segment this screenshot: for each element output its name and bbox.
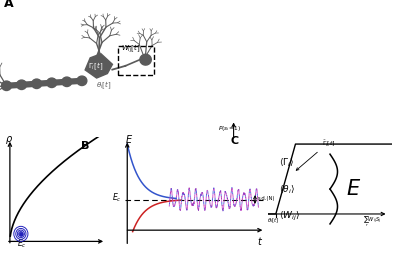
- Text: $\sum_r W_{ij}S_j$: $\sum_r W_{ij}S_j$: [363, 214, 382, 229]
- Text: $E_c$: $E_c$: [17, 238, 27, 250]
- Circle shape: [32, 79, 42, 88]
- Text: $\langle\theta_i\rangle$: $\langle\theta_i\rangle$: [279, 183, 295, 195]
- Text: $E$: $E$: [346, 179, 362, 199]
- Text: $\Gamma_i[t]$: $\Gamma_i[t]$: [88, 61, 103, 72]
- Text: s.d.(N): s.d.(N): [258, 196, 275, 201]
- Text: $t$: $t$: [257, 235, 263, 247]
- Text: A: A: [4, 0, 14, 11]
- Polygon shape: [140, 54, 151, 65]
- Text: $P(s_i\!=\!1)$: $P(s_i\!=\!1)$: [218, 125, 241, 133]
- Text: $\theta_i[t]$: $\theta_i[t]$: [267, 216, 280, 225]
- Text: B: B: [80, 141, 89, 151]
- Text: $\rho$: $\rho$: [5, 134, 13, 146]
- Text: $\bar{\Gamma}_i[t]$: $\bar{\Gamma}_i[t]$: [296, 138, 335, 170]
- Circle shape: [47, 78, 57, 87]
- Text: $\langle W_{ij}\rangle$: $\langle W_{ij}\rangle$: [279, 209, 300, 223]
- Circle shape: [62, 77, 72, 86]
- Circle shape: [77, 76, 87, 85]
- Text: $E$: $E$: [124, 133, 133, 144]
- Text: $W_{ij}[t]$: $W_{ij}[t]$: [121, 42, 140, 55]
- Polygon shape: [85, 54, 112, 78]
- Text: $E_c$: $E_c$: [112, 192, 122, 205]
- Circle shape: [2, 81, 12, 91]
- Text: $\theta_i[t]$: $\theta_i[t]$: [96, 80, 112, 91]
- Circle shape: [17, 80, 26, 90]
- Text: $\langle\Gamma_i\rangle$: $\langle\Gamma_i\rangle$: [279, 156, 294, 168]
- Text: C: C: [230, 136, 238, 146]
